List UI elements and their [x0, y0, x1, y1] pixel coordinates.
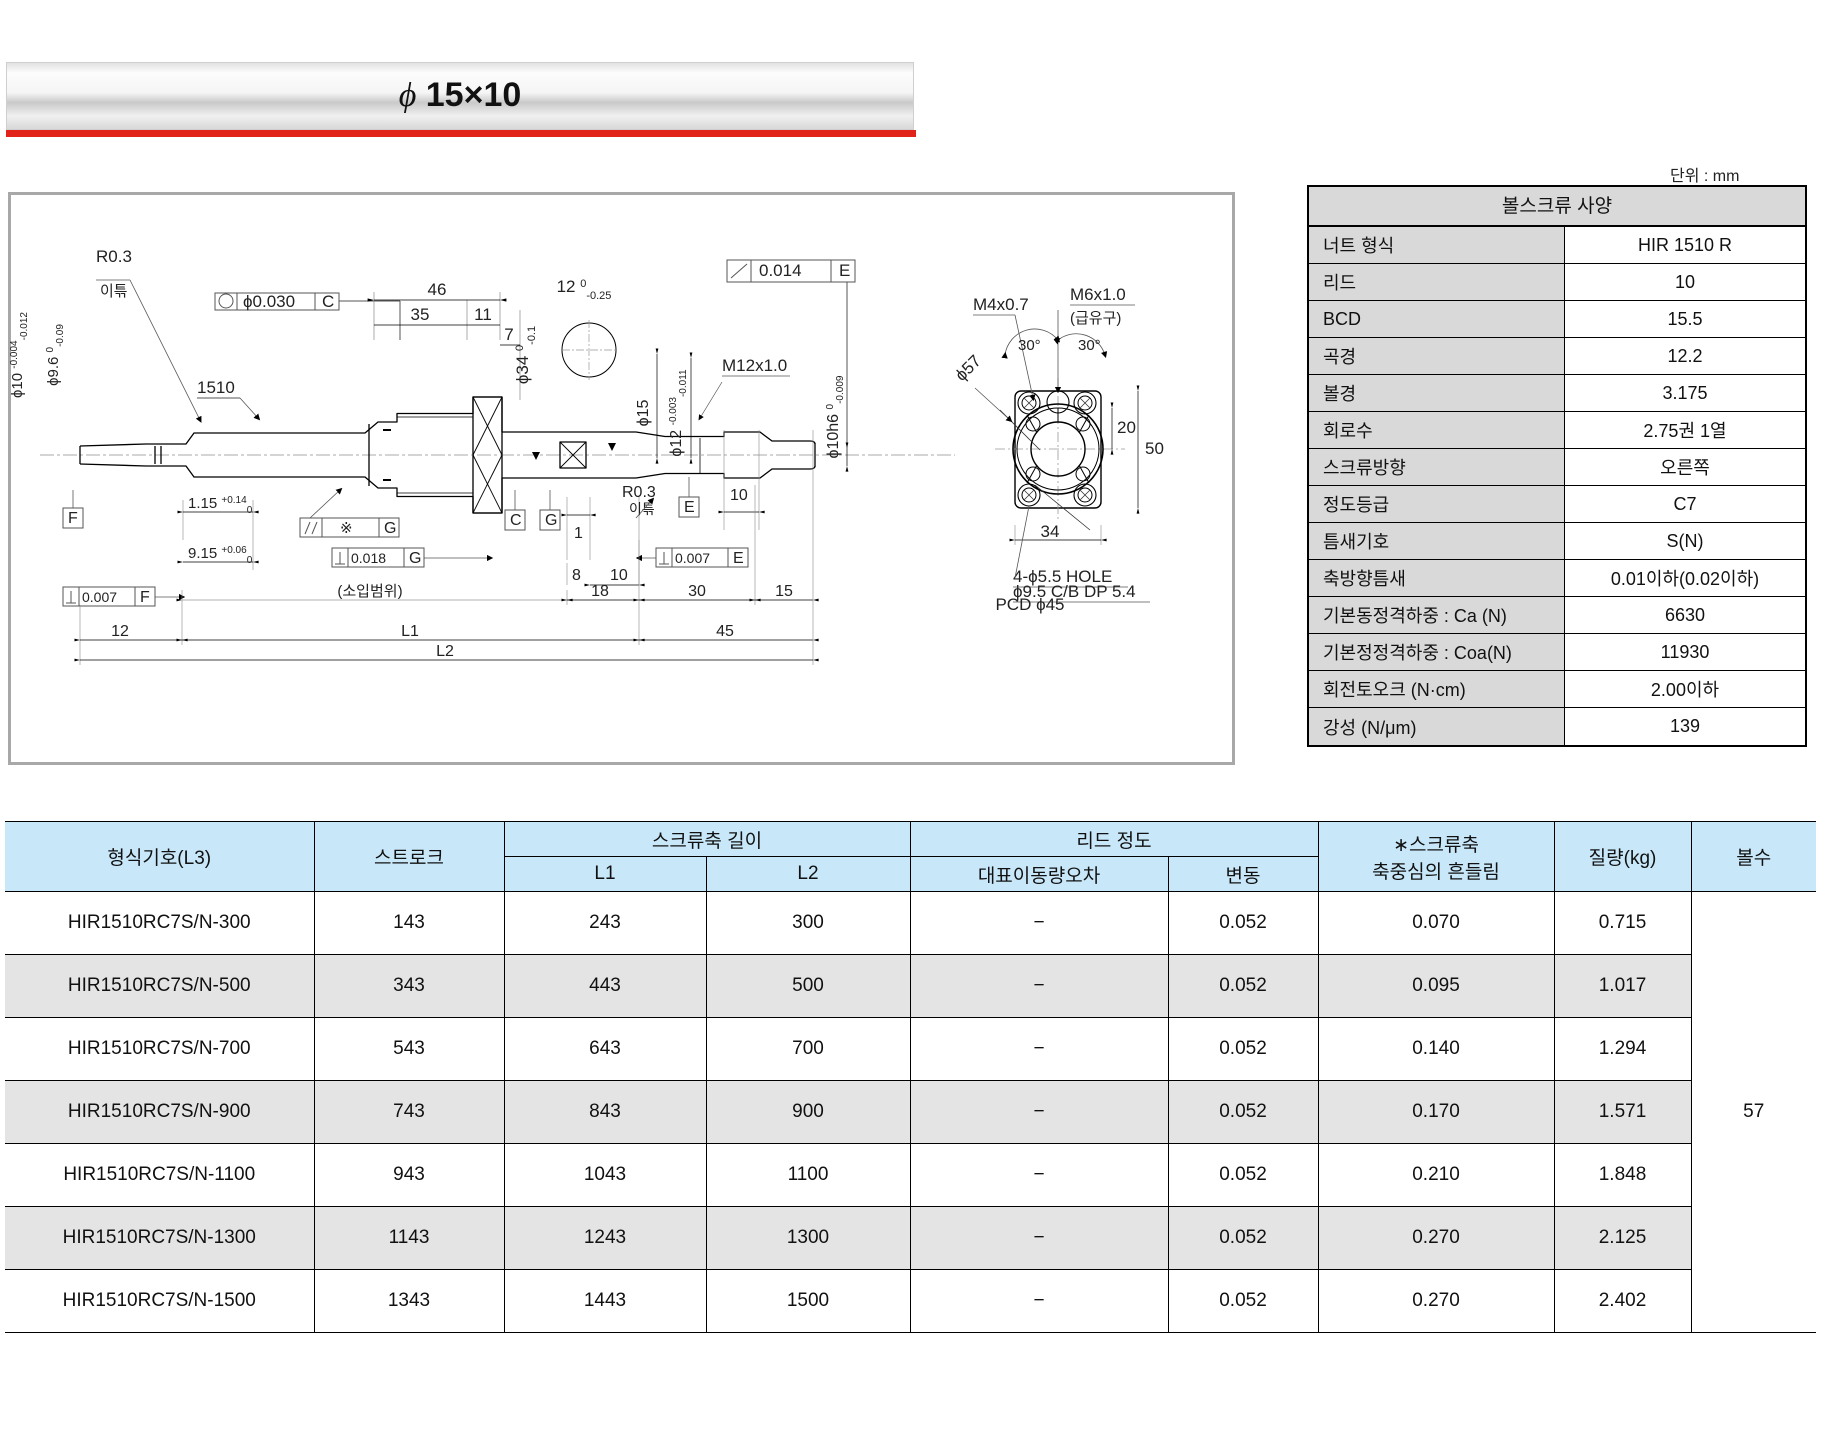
svg-text:M6x1.0: M6x1.0	[1070, 285, 1126, 304]
svg-text:ϕ10h6 0-0.009: ϕ10h6 0-0.009	[825, 375, 846, 458]
svg-text:8: 8	[572, 567, 581, 584]
svg-text:0.007: 0.007	[82, 589, 117, 605]
svg-text:0.018: 0.018	[351, 550, 386, 566]
svg-text:30°: 30°	[1078, 337, 1101, 354]
svg-text:G: G	[545, 512, 557, 529]
svg-text:12 0-0.25: 12 0-0.25	[557, 277, 612, 302]
svg-text:ϕ34 0-0.1: ϕ34 0-0.1	[513, 326, 538, 384]
svg-text:M12x1.0: M12x1.0	[722, 356, 787, 375]
svg-text:1.15 +0.140: 1.15 +0.140	[188, 495, 253, 516]
svg-text:ϕ15: ϕ15	[635, 400, 652, 427]
svg-text:R0.3: R0.3	[96, 247, 132, 266]
svg-text:PCD ϕ45: PCD ϕ45	[995, 595, 1064, 614]
svg-text:1510: 1510	[197, 378, 235, 397]
svg-text:이튺: 이튺	[100, 283, 128, 300]
svg-text:15: 15	[775, 583, 793, 600]
svg-text:0.014: 0.014	[759, 261, 802, 280]
svg-text:20: 20	[1117, 418, 1136, 437]
svg-text:M4x0.7: M4x0.7	[973, 295, 1029, 314]
svg-text:1: 1	[574, 525, 583, 542]
svg-text:18: 18	[591, 583, 609, 600]
svg-text:C: C	[510, 512, 522, 529]
svg-text:(소입범위): (소입범위)	[337, 583, 402, 600]
svg-text:이튺: 이튺	[629, 501, 655, 517]
svg-text:C: C	[322, 292, 334, 311]
svg-text:F: F	[140, 589, 150, 606]
svg-text:50: 50	[1145, 439, 1164, 458]
svg-text:G: G	[384, 520, 396, 537]
svg-text:E: E	[839, 261, 850, 280]
svg-text:30°: 30°	[1018, 337, 1041, 354]
svg-text:ϕ0.030: ϕ0.030	[243, 292, 295, 311]
svg-text:ϕ9.6 0-0.09: ϕ9.6 0-0.09	[45, 324, 66, 386]
svg-text:G: G	[409, 550, 421, 567]
svg-text:ϕ10 -0.004-0.012: ϕ10 -0.004-0.012	[9, 312, 30, 398]
svg-text:10: 10	[610, 567, 628, 584]
svg-text:E: E	[733, 550, 744, 567]
svg-text:L2: L2	[436, 643, 454, 660]
svg-text:ϕ57: ϕ57	[951, 351, 985, 385]
svg-text:ϕ12 -0.003-0.011: ϕ12 -0.003-0.011	[668, 369, 689, 457]
svg-text:45: 45	[716, 623, 734, 640]
svg-text:R0.3: R0.3	[622, 484, 656, 501]
svg-text:34: 34	[1041, 522, 1060, 541]
svg-text:12: 12	[111, 623, 129, 640]
svg-text:9.15 +0.060: 9.15 +0.060	[188, 545, 253, 566]
svg-text:0.007: 0.007	[675, 550, 710, 566]
svg-text:30: 30	[688, 583, 706, 600]
svg-text:(급유구): (급유구)	[1070, 310, 1121, 327]
svg-text:※: ※	[340, 520, 353, 537]
svg-text:E: E	[684, 499, 695, 516]
svg-text:10: 10	[730, 487, 748, 504]
svg-text:11: 11	[474, 305, 492, 324]
svg-text:F: F	[68, 510, 78, 527]
svg-text:46: 46	[428, 280, 447, 299]
svg-text:L1: L1	[401, 623, 419, 640]
svg-text:7: 7	[504, 325, 513, 344]
svg-text:35: 35	[411, 305, 430, 324]
